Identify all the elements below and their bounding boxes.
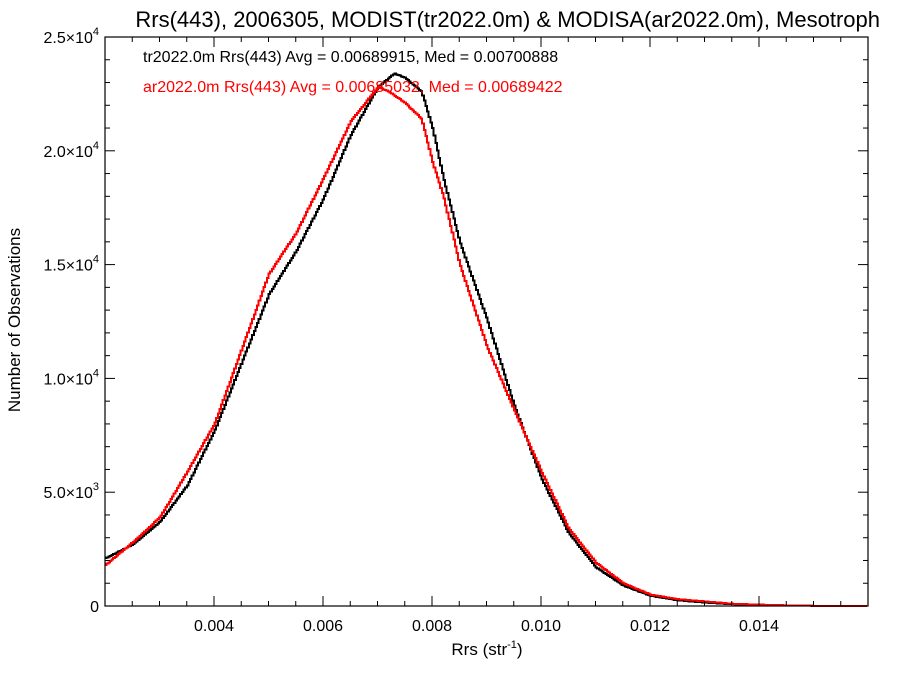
series-ar-line — [105, 86, 867, 607]
x-tick-label: 0.014 — [739, 618, 779, 635]
y-tick-label-mantissa: 1.5×10 — [43, 258, 92, 275]
y-tick-label-mantissa: 1.0×10 — [43, 371, 92, 388]
y-tick-label: 2.5×104 — [43, 26, 99, 47]
y-tick-label: 1.0×104 — [43, 367, 99, 388]
x-tick-label: 0.012 — [630, 618, 670, 635]
y-tick-label-exponent: 4 — [93, 26, 99, 38]
y-tick-label: 2.0×104 — [43, 140, 99, 161]
legend: tr2022.0m Rrs(443) Avg = 0.00689915, Med… — [143, 49, 563, 96]
y-tick-label-mantissa: 5.0×10 — [43, 485, 92, 502]
x-axis-label-main: Rrs (str — [451, 640, 507, 659]
y-tick-label: 0 — [90, 599, 99, 616]
x-tick-label: 0.006 — [303, 618, 343, 635]
chart-title: Rrs(443), 2006305, MODIST(tr2022.0m) & M… — [135, 7, 880, 32]
y-tick-label: 5.0×103 — [43, 481, 99, 502]
x-tick-label: 0.008 — [412, 618, 452, 635]
x-axis-label: Rrs (str-1) — [451, 639, 522, 659]
y-tick-label-exponent: 4 — [93, 140, 99, 152]
y-tick-label-exponent: 4 — [93, 367, 99, 379]
x-axis-label-suffix: ) — [517, 640, 523, 659]
x-tick-label: 0.010 — [521, 618, 561, 635]
y-tick-label-mantissa: 0 — [90, 599, 99, 616]
y-tick-label-exponent: 4 — [93, 254, 99, 266]
x-tick-label: 0.004 — [194, 618, 234, 635]
legend-entry-2: ar2022.0m Rrs(443) Avg = 0.00685032, Med… — [143, 79, 563, 96]
y-tick-label-mantissa: 2.5×10 — [43, 30, 92, 47]
plot-area: 0.004 0.006 0.008 0.010 0.012 0.014 0 5.0×103 1.… — [43, 26, 869, 635]
y-tick-label: 1.5×104 — [43, 254, 99, 275]
legend-entry-1: tr2022.0m Rrs(443) Avg = 0.00689915, Med… — [143, 49, 558, 66]
y-axis-label: Number of Observations — [5, 228, 24, 412]
y-tick-label-exponent: 3 — [93, 481, 99, 493]
y-tick-label-mantissa: 2.0×10 — [43, 144, 92, 161]
x-axis-label-superscript: -1 — [507, 639, 517, 651]
